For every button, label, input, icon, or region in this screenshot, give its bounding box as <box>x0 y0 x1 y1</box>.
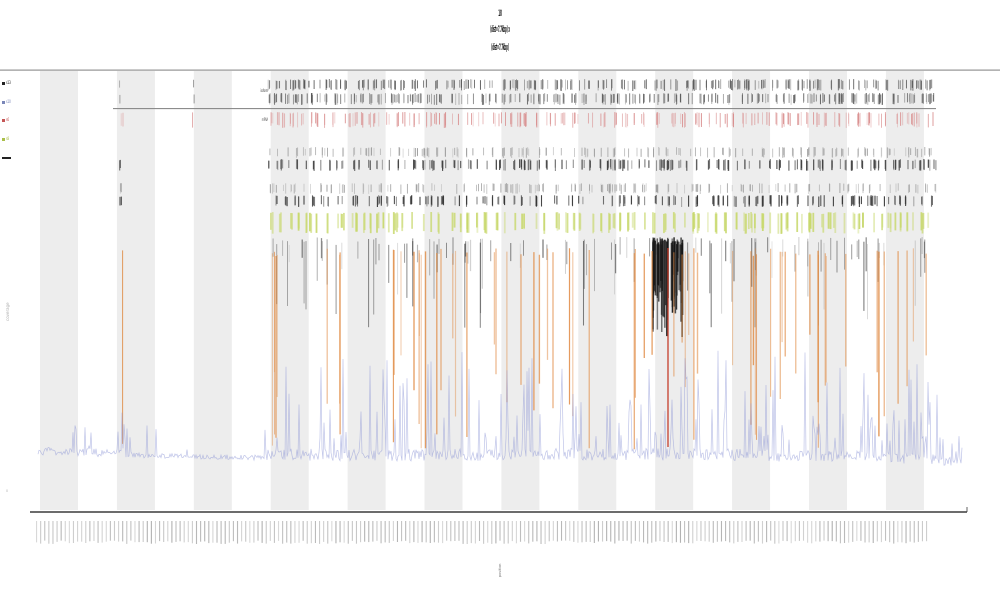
svg-text:0: 0 <box>6 489 8 493</box>
svg-text:isoform: isoform <box>260 88 268 93</box>
orange-lines <box>122 248 927 450</box>
legend-swatch-icon <box>2 137 5 141</box>
svg-text:mRNA: mRNA <box>262 117 269 122</box>
title-line-1: 18 <box>498 9 502 19</box>
legend-label: s13 <box>6 80 11 85</box>
legend-item: s10 <box>2 98 13 119</box>
legend-dash-icon <box>2 157 11 159</box>
x-tick-labels <box>36 521 928 544</box>
legend-item: s6 <box>2 118 13 137</box>
top-rule <box>0 69 1000 71</box>
legend-item: s8 <box>2 135 13 156</box>
dark-streaks <box>272 237 926 337</box>
figure-title: 18 (dist=7.7kbp) x (dist=7.7kbp) <box>0 7 1000 57</box>
legend-item: s13 <box>2 80 13 100</box>
legend-item <box>2 155 13 174</box>
svg-text:coverage: coverage <box>5 302 10 321</box>
legend-swatch-icon <box>2 119 5 123</box>
legend-swatch-icon <box>2 82 5 85</box>
title-line-3: (dist=7.7kbp) <box>491 42 509 53</box>
coverage-trace <box>37 350 963 466</box>
axis-text-labels: position coverage 0 isoform mRNA <box>5 88 502 577</box>
legend-label: s8 <box>6 135 10 141</box>
background-bands <box>40 70 924 510</box>
plot-legend: s13 s10 s6 s8 <box>2 80 13 174</box>
legend-swatch-icon <box>2 100 5 104</box>
legend-label: s6 <box>6 117 10 123</box>
title-line-2: (dist=7.7kbp) x <box>490 25 510 35</box>
legend-label: s10 <box>6 98 11 104</box>
x-axis <box>30 507 968 513</box>
svg-text:position: position <box>498 564 502 577</box>
annotation-tracks <box>119 79 937 234</box>
